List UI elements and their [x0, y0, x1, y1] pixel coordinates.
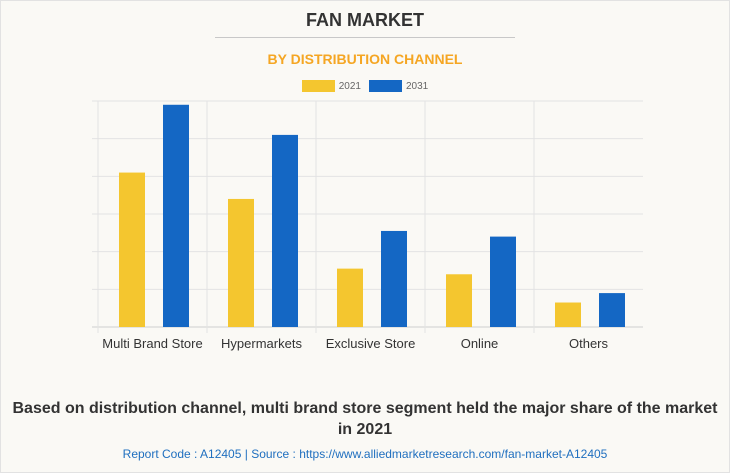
bar-2021	[337, 268, 363, 327]
bar-2031	[490, 236, 516, 327]
x-tick-label: Online	[460, 336, 499, 351]
x-tick-label: Multi Brand Store	[102, 336, 203, 351]
bar-2031	[381, 230, 407, 327]
x-tick-label: Exclusive Store	[325, 336, 416, 351]
legend-label: 2021	[338, 80, 361, 92]
legend-label: 2031	[406, 80, 429, 92]
bar-2031	[272, 134, 298, 327]
bar-2021	[228, 198, 254, 327]
bar-2021	[119, 172, 145, 327]
source-line[interactable]: Report Code : A12405 | Source : https://…	[122, 447, 608, 461]
legend-item-2021[interactable]: 2021	[301, 80, 361, 92]
x-tick-label: Hypermarkets	[221, 336, 302, 351]
legend-swatch-2031	[369, 80, 402, 92]
bar-2031	[163, 104, 189, 328]
bar-2021	[555, 302, 581, 327]
bar-2031	[599, 293, 625, 327]
title-divider	[215, 37, 515, 38]
legend-swatch-2021	[301, 80, 335, 92]
chart-title: FAN MARKET	[306, 10, 424, 30]
legend-item-2031[interactable]: 2031	[369, 80, 428, 92]
bar-2021	[446, 274, 472, 327]
chart-subtitle: BY DISTRIBUTION CHANNEL	[267, 51, 463, 67]
summary-note: Based on distribution channel, multi bra…	[12, 400, 718, 438]
legend: 2021 2031	[0, 80, 730, 92]
x-tick-label: Others	[568, 336, 608, 351]
